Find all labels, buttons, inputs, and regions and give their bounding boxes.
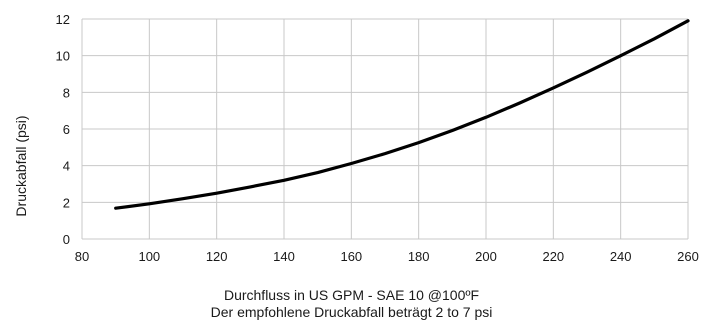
y-tick-label: 2 <box>63 195 70 210</box>
series-line <box>114 19 690 210</box>
grid-lines <box>81 18 689 240</box>
x-axis-ticks: 80 100 120 140 160 180 200 220 240 260 <box>75 249 699 264</box>
series-group <box>114 19 690 210</box>
x-tick-label: 120 <box>206 249 228 264</box>
x-tick-label: 240 <box>610 249 632 264</box>
y-tick-label: 6 <box>63 122 70 137</box>
x-tick-label: 80 <box>75 249 89 264</box>
y-axis-label: Druckabfall (psi) <box>13 115 29 216</box>
x-tick-label: 140 <box>273 249 295 264</box>
x-tick-label: 160 <box>340 249 362 264</box>
x-tick-label: 220 <box>542 249 564 264</box>
x-tick-label: 200 <box>475 249 497 264</box>
x-tick-label: 180 <box>408 249 430 264</box>
y-axis-ticks: 0 2 4 6 8 10 12 <box>56 12 70 247</box>
y-tick-label: 8 <box>63 85 70 100</box>
x-tick-label: 260 <box>677 249 699 264</box>
y-tick-label: 10 <box>56 49 70 64</box>
y-tick-label: 12 <box>56 12 70 27</box>
x-tick-label: 100 <box>138 249 160 264</box>
x-axis-label-note: Der empfohlene Druckabfall beträgt 2 to … <box>210 304 493 320</box>
y-tick-label: 4 <box>63 159 70 174</box>
x-axis-label: Durchfluss in US GPM - SAE 10 @100ºF <box>223 287 480 303</box>
y-tick-label: 0 <box>63 232 70 247</box>
